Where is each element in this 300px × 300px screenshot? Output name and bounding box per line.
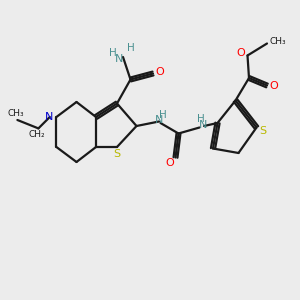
Text: N: N (115, 53, 124, 64)
Text: H: H (197, 114, 205, 124)
Text: H: H (159, 110, 167, 120)
Text: H: H (109, 47, 116, 58)
Text: O: O (155, 67, 164, 77)
Text: CH₃: CH₃ (8, 109, 24, 118)
Text: N: N (45, 112, 53, 122)
Text: CH₂: CH₂ (28, 130, 45, 139)
Text: CH₃: CH₃ (269, 38, 286, 46)
Text: O: O (269, 81, 278, 91)
Text: H: H (127, 43, 134, 53)
Text: O: O (166, 158, 175, 169)
Text: O: O (236, 48, 245, 58)
Text: S: S (259, 125, 266, 136)
Text: N: N (199, 120, 207, 130)
Text: S: S (113, 148, 121, 159)
Text: N: N (155, 115, 163, 125)
